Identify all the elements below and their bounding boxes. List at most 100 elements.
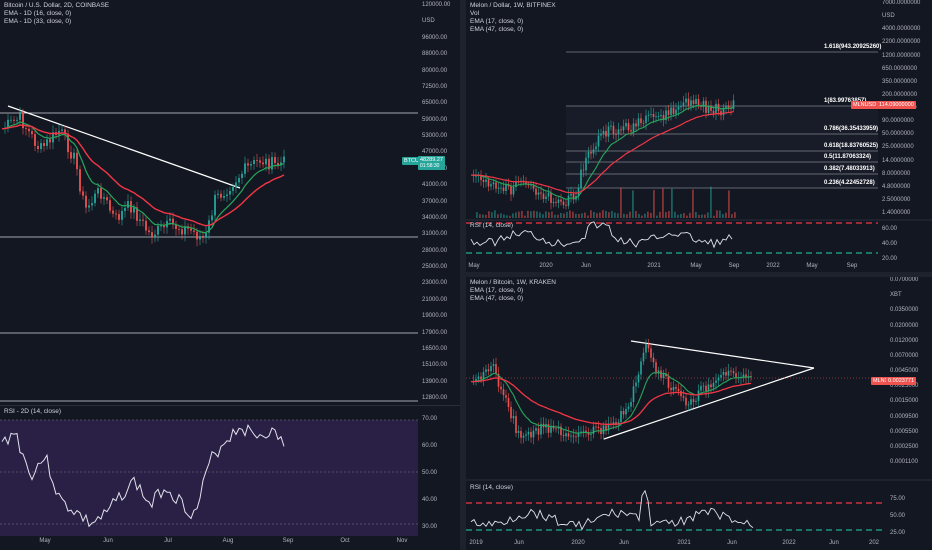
volume-bar — [500, 213, 502, 218]
mlnbtc-rsi-axis[interactable]: 75.00 50.00 25.00 — [886, 482, 932, 540]
candle-body — [698, 391, 700, 401]
time-tick-label: Sep — [283, 538, 294, 544]
time-tick-label: Oct — [340, 538, 349, 544]
candle-body — [103, 197, 105, 199]
axis-tick-label: 25.00 — [890, 530, 905, 536]
time-tick-label: 2019 — [469, 540, 482, 546]
candle-body — [133, 207, 135, 212]
candle-body — [690, 100, 692, 105]
candle-body — [675, 387, 677, 389]
candle-body — [217, 194, 219, 195]
candle-body — [253, 160, 255, 164]
mlnusd-price-plot[interactable] — [466, 0, 932, 272]
btc-price-axis[interactable]: 120000.00 USD 96000.00 88000.00 80000.00 7250… — [418, 0, 460, 405]
candle-body — [148, 230, 150, 232]
volume-bar — [602, 210, 604, 218]
volume-bar — [485, 215, 487, 218]
axis-tick-label: 350.0000000 — [882, 79, 917, 85]
candle-body — [605, 131, 607, 137]
mlnbtc-rsi-legend: RSI (14, close) — [470, 484, 513, 492]
candle-body — [695, 401, 697, 402]
mlnusd-price-axis[interactable]: 7000.0000000 USD 4000.0000000 2200.0000000 1… — [878, 0, 932, 220]
time-tick-label: 2021 — [677, 540, 690, 546]
candle-body — [508, 398, 510, 407]
volume-bar — [692, 190, 694, 218]
mlnbtc-price-plot[interactable] — [466, 277, 932, 550]
axis-tick-label: XBT — [890, 292, 902, 298]
candle-body — [655, 362, 657, 373]
candle-body — [675, 110, 677, 114]
candle-body — [271, 157, 273, 169]
candle-body — [528, 432, 530, 435]
volume-bar — [563, 214, 565, 218]
candle-body — [498, 188, 500, 189]
candle-body — [563, 202, 565, 205]
candle-body — [725, 106, 727, 108]
btc-rsi-pane[interactable]: RSI - 2D (14, close) 70.00 60.00 50.00 40.0… — [0, 405, 460, 539]
axis-tick-label: 0.0200000 — [890, 323, 918, 329]
volume-bar — [533, 211, 535, 218]
btc-rsi-plot[interactable] — [0, 406, 460, 539]
candle-body — [620, 411, 622, 422]
candle-body — [109, 200, 111, 210]
axis-tick-label: 17900.00 — [422, 330, 447, 336]
volume-bar — [620, 188, 622, 218]
axis-tick-label: 19000.00 — [422, 313, 447, 319]
volume-bar — [647, 212, 649, 218]
time-tick-label: Jun — [727, 540, 737, 546]
candle-body — [199, 236, 201, 239]
volume-bar — [671, 189, 673, 218]
candle-body — [663, 374, 665, 378]
candle-body — [226, 195, 228, 196]
candle-body — [46, 139, 48, 146]
time-tick-label: Aug — [223, 538, 234, 544]
axis-tick-label: 28000.00 — [422, 248, 447, 254]
axis-tick-label: 2.5000000 — [882, 197, 910, 203]
mlnbtc-chart-pane[interactable]: Melon / Bitcoin, 1W, KRAKEN EMA (17, clo… — [466, 277, 932, 550]
volume-bar — [641, 216, 643, 218]
axis-tick-label: 50.00 — [890, 513, 905, 519]
btc-chart-pane[interactable]: Bitcoin / U.S. Dollar, 2D, COINBASE EMA … — [0, 0, 460, 405]
candle-body — [640, 361, 642, 374]
candle-body — [548, 193, 550, 197]
candle-body — [695, 99, 697, 104]
volume-bar — [650, 213, 652, 218]
candle-body — [100, 188, 102, 199]
axis-tick-label: 0.0070000 — [890, 353, 918, 359]
candle-body — [235, 182, 237, 187]
btc-time-axis[interactable]: May Jun Jul Aug Sep Oct Nov — [0, 538, 418, 550]
axis-tick-label: 50.0000000 — [882, 131, 914, 137]
axis-tick-label: USD — [422, 18, 435, 24]
volume-bar — [722, 214, 724, 218]
candle-body — [713, 383, 715, 387]
axis-tick-label: 12800.00 — [422, 395, 447, 401]
candle-body — [283, 157, 285, 163]
mlnbtc-ema-fast-label: EMA (17, close, 0) — [470, 287, 556, 295]
mlnusd-rsi-axis[interactable]: 60.00 40.00 20.00 — [878, 220, 932, 262]
candle-body — [688, 99, 690, 106]
btc-price-plot[interactable] — [0, 0, 460, 405]
time-tick-label: 202 — [869, 540, 879, 546]
mlnusd-chart-pane[interactable]: Melon / Dollar, 1W, BITFINEX Vol EMA (17… — [466, 0, 932, 272]
volume-bar — [596, 213, 598, 218]
candle-body — [97, 188, 99, 194]
mlnbtc-rsi-title: RSI (14, close) — [470, 484, 513, 492]
volume-bar — [506, 215, 508, 218]
candle-body — [703, 101, 705, 107]
btc-rsi-axis[interactable]: 70.00 60.00 50.00 40.00 30.00 — [418, 406, 460, 539]
candle-body — [205, 233, 207, 238]
candle-body — [585, 158, 587, 171]
mlnusd-time-axis[interactable]: May 2020 Jun 2021 May Sep 2022 May Sep — [466, 263, 878, 272]
candle-body — [493, 182, 495, 184]
candle-body — [743, 374, 745, 377]
mlnusd-price-value: 114.09000000 — [879, 102, 914, 108]
btc-ema-slow-label: EMA - 1D (33, close, 0) — [4, 18, 109, 26]
volume-bar — [545, 211, 547, 218]
mlnusd-symbol-label: MLNUSD — [853, 102, 876, 108]
candle-body — [620, 129, 622, 130]
axis-tick-label: 60.00 — [422, 443, 437, 449]
mlnbtc-time-axis[interactable]: 2019 Jun 2020 Jun 2021 Jun 2022 Jun 202 — [466, 540, 886, 550]
candle-body — [478, 377, 480, 379]
candle-body — [202, 236, 204, 238]
candle-body — [718, 378, 720, 381]
